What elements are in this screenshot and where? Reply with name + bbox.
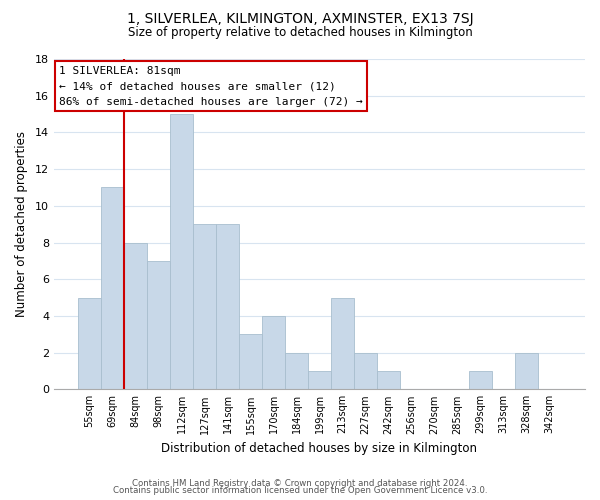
Bar [170,114,193,390]
Text: Contains HM Land Registry data © Crown copyright and database right 2024.: Contains HM Land Registry data © Crown c… [132,478,468,488]
Bar [377,371,400,390]
Text: Contains public sector information licensed under the Open Government Licence v3: Contains public sector information licen… [113,486,487,495]
Y-axis label: Number of detached properties: Number of detached properties [15,131,28,317]
Text: Size of property relative to detached houses in Kilmington: Size of property relative to detached ho… [128,26,472,39]
Bar [239,334,262,390]
Bar [515,352,538,390]
Bar [216,224,239,390]
Bar [124,242,147,390]
Bar [285,352,308,390]
Bar [78,298,101,390]
Bar [262,316,285,390]
Bar [147,261,170,390]
Bar [469,371,492,390]
Text: 1 SILVERLEA: 81sqm
← 14% of detached houses are smaller (12)
86% of semi-detache: 1 SILVERLEA: 81sqm ← 14% of detached hou… [59,66,363,107]
Bar [331,298,354,390]
Bar [354,352,377,390]
Bar [101,188,124,390]
Bar [193,224,216,390]
Text: 1, SILVERLEA, KILMINGTON, AXMINSTER, EX13 7SJ: 1, SILVERLEA, KILMINGTON, AXMINSTER, EX1… [127,12,473,26]
X-axis label: Distribution of detached houses by size in Kilmington: Distribution of detached houses by size … [161,442,478,455]
Bar [308,371,331,390]
